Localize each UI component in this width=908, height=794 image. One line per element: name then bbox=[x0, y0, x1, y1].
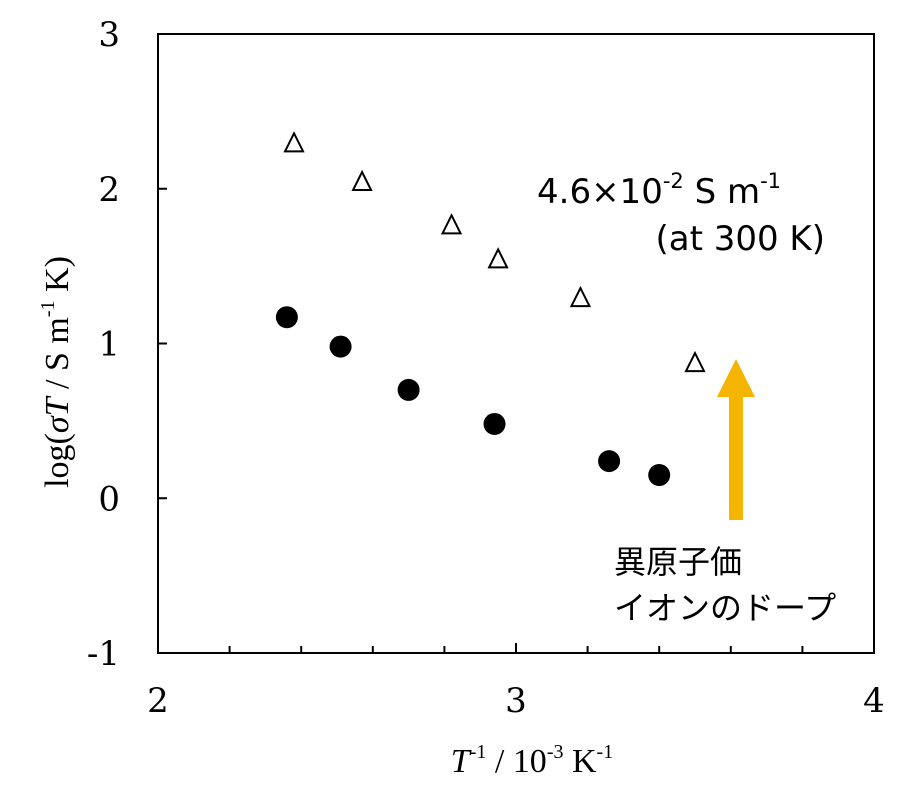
data-point-circle bbox=[598, 450, 621, 473]
y-axis-mid: / S m bbox=[39, 317, 76, 397]
data-point-circle bbox=[275, 306, 298, 329]
data-point-circle bbox=[329, 335, 352, 358]
y-tick-label: 3 bbox=[98, 15, 120, 55]
data-point-triangle bbox=[684, 350, 706, 373]
plot-area-border bbox=[157, 33, 875, 654]
data-markers bbox=[275, 131, 706, 487]
data-point-circle bbox=[397, 378, 420, 401]
axis-ticks bbox=[157, 33, 875, 654]
data-point-circle bbox=[648, 464, 671, 487]
y-tick-label: 0 bbox=[98, 479, 120, 519]
x-axis-mid: / 10 bbox=[486, 743, 546, 780]
x-tick-label: 4 bbox=[863, 681, 885, 721]
y-axis-pre: log( bbox=[39, 433, 76, 488]
x-axis-sup1: -1 bbox=[470, 741, 487, 763]
x-axis-sup3: -1 bbox=[597, 741, 614, 763]
plot-frame bbox=[157, 33, 875, 654]
doping-label-line1: 異原子価 bbox=[614, 543, 742, 581]
x-axis-sup2: -3 bbox=[547, 741, 564, 763]
conductivity-annotation: 4.6×10-2 S m-1 bbox=[537, 169, 781, 212]
doping-arrow bbox=[717, 359, 755, 520]
x-tick-label: 3 bbox=[505, 681, 527, 721]
doping-label-line2: イオンのドープ bbox=[614, 589, 836, 627]
y-axis-var: σT bbox=[39, 395, 76, 433]
y-axis-sup: -1 bbox=[37, 300, 59, 317]
x-axis-label: T-1 / 10-3 K-1 bbox=[451, 741, 613, 780]
y-tick-label: 1 bbox=[98, 325, 120, 365]
arrow-head bbox=[717, 359, 755, 397]
tick-labels: -1 0 1 2 3 2 3 4 bbox=[87, 15, 885, 721]
y-tick-label: 2 bbox=[98, 170, 120, 210]
y-tick-label: -1 bbox=[87, 634, 120, 674]
x-axis-var: T bbox=[451, 743, 472, 780]
data-point-triangle bbox=[440, 213, 463, 235]
arrow-shaft bbox=[729, 392, 743, 520]
x-tick-label: 2 bbox=[147, 681, 169, 721]
temperature-annotation: (at 300 K) bbox=[655, 219, 825, 259]
data-point-circle bbox=[483, 412, 506, 435]
data-point-triangle bbox=[487, 247, 509, 269]
x-axis-unit: K bbox=[563, 743, 597, 780]
data-point-triangle bbox=[569, 285, 592, 308]
y-axis-label: log(σT / S m-1 K) bbox=[37, 256, 76, 488]
data-point-triangle bbox=[283, 131, 305, 153]
data-point-triangle bbox=[351, 169, 373, 192]
y-axis-post: K) bbox=[39, 256, 76, 300]
